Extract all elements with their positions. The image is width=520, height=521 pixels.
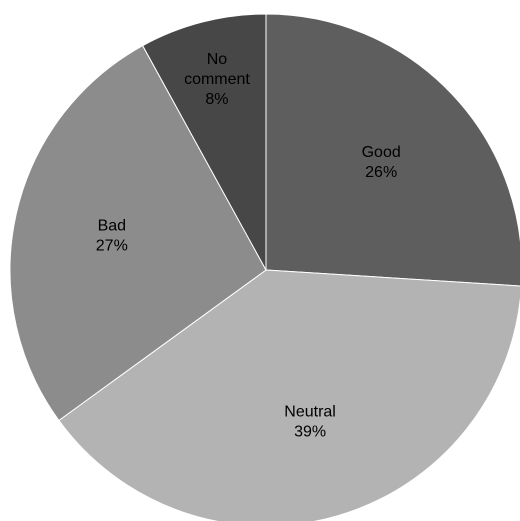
slices-layer	[9, 13, 520, 521]
slice-label-neutral: Neutral 39%	[284, 404, 336, 441]
labels-layer: Good 26% Neutral 39% Bad 27% No comment 8%	[96, 51, 401, 441]
slice-value-bad: 27%	[96, 238, 128, 255]
slice-name-no-comment: comment	[184, 71, 250, 88]
slice-name-good: Good	[362, 144, 401, 161]
slice-value-neutral: 39%	[294, 424, 326, 441]
slice-label-bad: Bad 27%	[96, 218, 128, 255]
pie-slice-good	[265, 13, 520, 287]
pie-slice-neutral	[58, 269, 520, 521]
slice-label-no-comment: No comment 8%	[184, 51, 250, 108]
slice-value-no-comment: 8%	[205, 91, 228, 108]
slice-name-no-comment: No	[207, 51, 228, 68]
pie-slice-bad	[9, 44, 267, 422]
slice-name-bad: Bad	[98, 218, 126, 235]
slice-name-neutral: Neutral	[284, 404, 336, 421]
slice-value-good: 26%	[365, 164, 397, 181]
slice-label-good: Good 26%	[362, 144, 401, 181]
pie-slice-no-comment	[141, 13, 267, 271]
